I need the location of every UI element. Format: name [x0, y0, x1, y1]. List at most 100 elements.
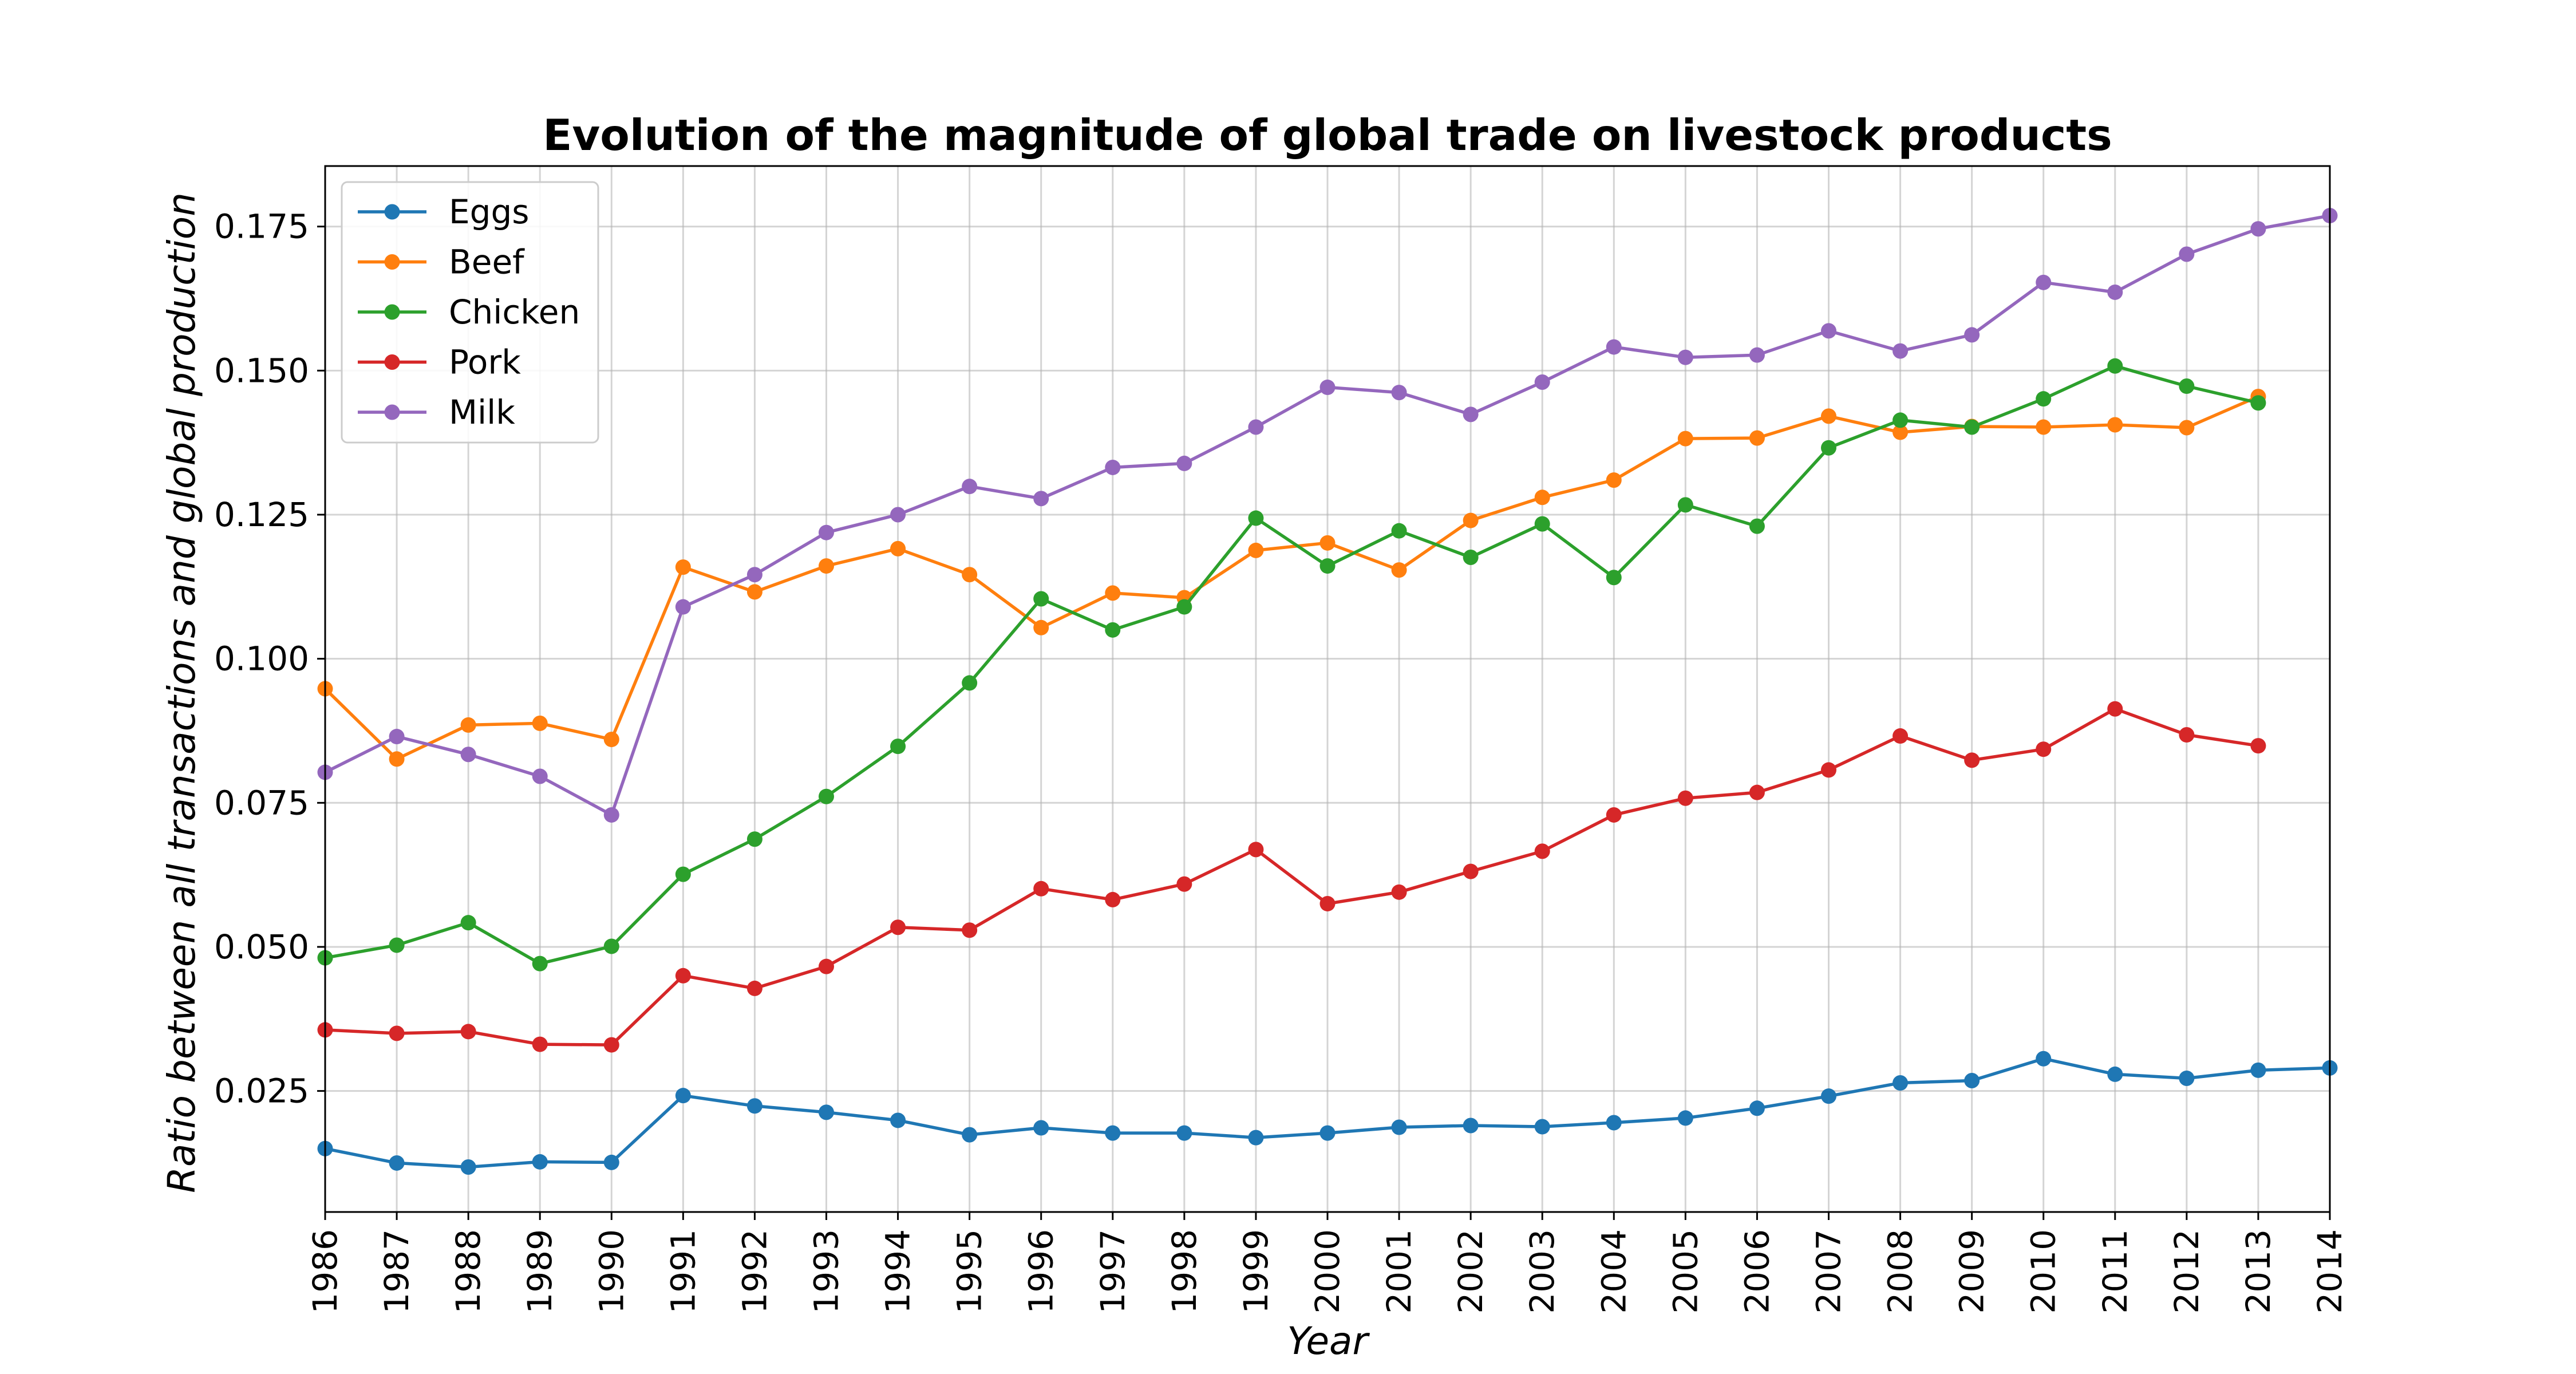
data-point-chicken — [1606, 570, 1622, 586]
data-point-pork — [2250, 738, 2266, 754]
data-point-pork — [819, 958, 834, 974]
data-point-pork — [389, 1025, 405, 1041]
y-tick-label: 0.100 — [214, 639, 309, 678]
data-point-eggs — [1391, 1119, 1407, 1135]
data-point-eggs — [819, 1104, 834, 1120]
data-point-chicken — [1033, 591, 1049, 607]
x-tick-label: 2005 — [1666, 1229, 1705, 1314]
data-point-beef — [1463, 512, 1479, 528]
x-tick-label: 1992 — [735, 1229, 774, 1314]
data-point-pork — [1893, 728, 1909, 744]
data-point-beef — [819, 558, 834, 574]
data-point-pork — [2179, 727, 2195, 743]
data-point-pork — [1033, 881, 1049, 897]
x-tick-label: 1994 — [879, 1229, 918, 1314]
data-point-chicken — [1105, 622, 1121, 638]
data-point-chicken — [389, 937, 405, 953]
data-point-milk — [1964, 327, 1980, 343]
data-point-chicken — [1677, 497, 1693, 513]
legend-label-eggs: Eggs — [449, 192, 530, 231]
data-point-eggs — [1821, 1088, 1836, 1104]
data-point-milk — [1391, 385, 1407, 401]
y-tick-label: 0.075 — [214, 783, 309, 822]
series-line-pork — [325, 707, 2259, 1047]
series-eggs — [317, 1051, 2338, 1175]
data-point-milk — [2036, 274, 2052, 290]
data-point-beef — [1893, 424, 1909, 440]
data-point-pork — [962, 922, 978, 938]
data-point-eggs — [1606, 1115, 1622, 1131]
data-point-beef — [1534, 489, 1550, 506]
x-tick-label: 1995 — [950, 1229, 989, 1314]
data-point-chicken — [962, 675, 978, 691]
data-point-beef — [1821, 408, 1836, 424]
x-tick-label: 2002 — [1451, 1229, 1490, 1314]
x-tick-label: 1987 — [377, 1229, 416, 1314]
legend-marker-beef — [384, 254, 400, 270]
data-point-eggs — [1677, 1110, 1693, 1126]
data-point-beef — [746, 584, 762, 600]
data-point-pork — [1749, 784, 1765, 800]
data-point-eggs — [2107, 1066, 2123, 1082]
data-point-milk — [1176, 455, 1192, 471]
legend-marker-eggs — [384, 204, 400, 220]
data-point-milk — [1248, 419, 1264, 435]
series-pork — [317, 701, 2266, 1053]
data-point-beef — [1105, 585, 1121, 601]
series-milk — [317, 208, 2338, 823]
data-point-pork — [2107, 701, 2123, 717]
x-tick-label: 2009 — [1953, 1229, 1992, 1314]
data-point-chicken — [2036, 391, 2052, 407]
data-point-chicken — [1893, 412, 1909, 428]
data-point-eggs — [1463, 1118, 1479, 1134]
x-tick-label: 1997 — [1093, 1229, 1132, 1314]
data-point-milk — [460, 747, 476, 763]
x-tick-label: 1993 — [807, 1229, 846, 1314]
data-point-beef — [603, 732, 619, 748]
data-point-milk — [1463, 406, 1479, 423]
data-point-chicken — [1749, 518, 1765, 534]
data-point-milk — [2107, 284, 2123, 300]
x-tick-label: 2007 — [1809, 1229, 1848, 1314]
legend-marker-milk — [384, 404, 400, 420]
data-point-milk — [1821, 323, 1836, 339]
data-point-chicken — [2250, 395, 2266, 411]
data-point-milk — [890, 507, 906, 523]
data-point-chicken — [819, 788, 834, 804]
data-point-chicken — [1391, 523, 1407, 539]
data-point-pork — [1821, 762, 1836, 778]
x-tick-label: 1986 — [306, 1229, 345, 1314]
y-tick-label: 0.125 — [214, 495, 309, 534]
data-point-chicken — [1319, 558, 1336, 574]
data-point-eggs — [1749, 1100, 1765, 1116]
x-tick-label: 2008 — [1881, 1229, 1920, 1314]
data-point-beef — [1248, 542, 1264, 558]
x-tick-label: 2003 — [1523, 1229, 1562, 1314]
data-point-eggs — [603, 1154, 619, 1170]
x-tick-label: 2000 — [1308, 1229, 1347, 1314]
data-point-pork — [1964, 752, 1980, 768]
data-point-milk — [746, 567, 762, 583]
data-point-chicken — [1248, 510, 1264, 526]
y-axis-label: Ratio between all transactions and globa… — [160, 192, 204, 1193]
data-point-pork — [1391, 884, 1407, 900]
data-point-eggs — [389, 1155, 405, 1171]
x-tick-label: 2004 — [1594, 1229, 1633, 1314]
data-point-beef — [2036, 419, 2052, 435]
data-point-chicken — [1821, 440, 1836, 456]
data-point-milk — [2179, 246, 2195, 262]
legend-label-beef: Beef — [449, 243, 525, 282]
x-tick-label: 2001 — [1380, 1229, 1419, 1314]
data-point-beef — [675, 559, 691, 575]
data-point-beef — [1391, 562, 1407, 578]
data-point-chicken — [746, 831, 762, 847]
data-point-chicken — [675, 866, 691, 882]
data-point-eggs — [1176, 1125, 1192, 1141]
data-point-pork — [1463, 863, 1479, 879]
x-tick-label: 1990 — [592, 1229, 631, 1314]
data-point-eggs — [890, 1112, 906, 1128]
data-point-pork — [1319, 895, 1336, 911]
data-point-chicken — [603, 938, 619, 954]
x-axis-label: Year — [1287, 1319, 1370, 1363]
